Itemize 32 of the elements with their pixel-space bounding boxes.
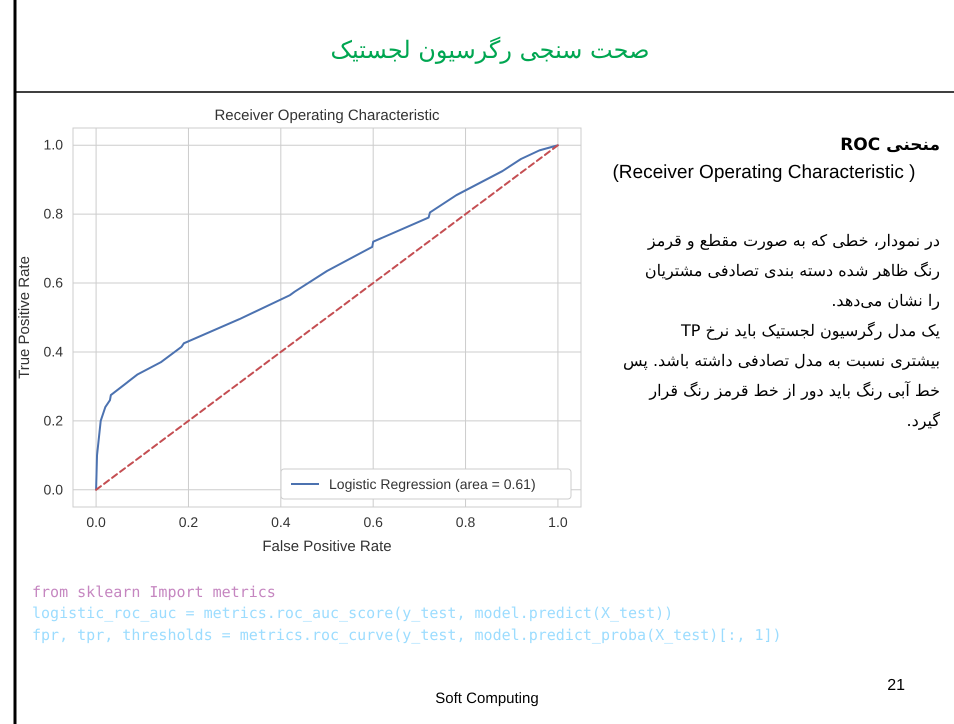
y-tick-label: 0.4: [44, 343, 64, 360]
y-tick-label: 1.0: [44, 136, 64, 153]
x-tick-label: 0.4: [271, 514, 291, 530]
y-axis-title: True Positive Rate: [16, 256, 33, 379]
text: logistic_roc_auc = metrics.roc_auc_score(y_test, model.predict(X_test)): [32, 604, 674, 622]
x-tick-label: 0.2: [178, 514, 198, 530]
text: (Receiver Operating Characteristic ): [612, 162, 916, 183]
text: Soft Computing: [435, 690, 539, 707]
x-tick-label: 0.6: [363, 514, 384, 530]
text: گیرد.: [906, 411, 940, 430]
x-axis-title: False Positive Rate: [262, 538, 392, 555]
text: در نمودار، خطی که به صورت مقطع و قرمز: [646, 231, 940, 250]
chart-title: Receiver Operating Characteristic: [214, 107, 440, 124]
text: خط آبی رنگ باید دور از خط قرمز رنگ قرار: [648, 380, 940, 400]
text: fpr, tpr, thresholds = metrics.roc_curve(y_test, model.predict_proba(X_test)[:, 1]): [32, 626, 782, 644]
y-tick-label: 0.8: [44, 206, 64, 222]
x-tick-label: 0.0: [86, 514, 106, 530]
text: یک مدل رگرسیون لجستیک باید نرخ TP: [680, 321, 940, 340]
legend-label: Logistic Regression (area = 0.61): [329, 476, 536, 492]
y-tick-label: 0.6: [44, 274, 64, 291]
y-tick-label: 0.0: [44, 481, 64, 498]
text: 21: [887, 677, 906, 694]
text: from sklearn Import metrics: [32, 583, 276, 601]
line-series: [95, 144, 559, 491]
x-tick-label: 0.8: [456, 514, 476, 530]
text: را نشان می‌دهد.: [831, 291, 940, 310]
text: صحت سنجی رگرسیون لجستیک: [330, 36, 650, 64]
text: رنگ ظاهر شده دسته بندی تصادفی مشتریان: [644, 261, 940, 280]
x-tick-label: 1.0: [548, 514, 568, 530]
y-tick-label: 0.2: [44, 412, 64, 428]
text: بیشتری نسبت به مدل تصادفی داشته باشد. پس: [623, 351, 940, 370]
text: منحنی ROC: [840, 135, 940, 155]
